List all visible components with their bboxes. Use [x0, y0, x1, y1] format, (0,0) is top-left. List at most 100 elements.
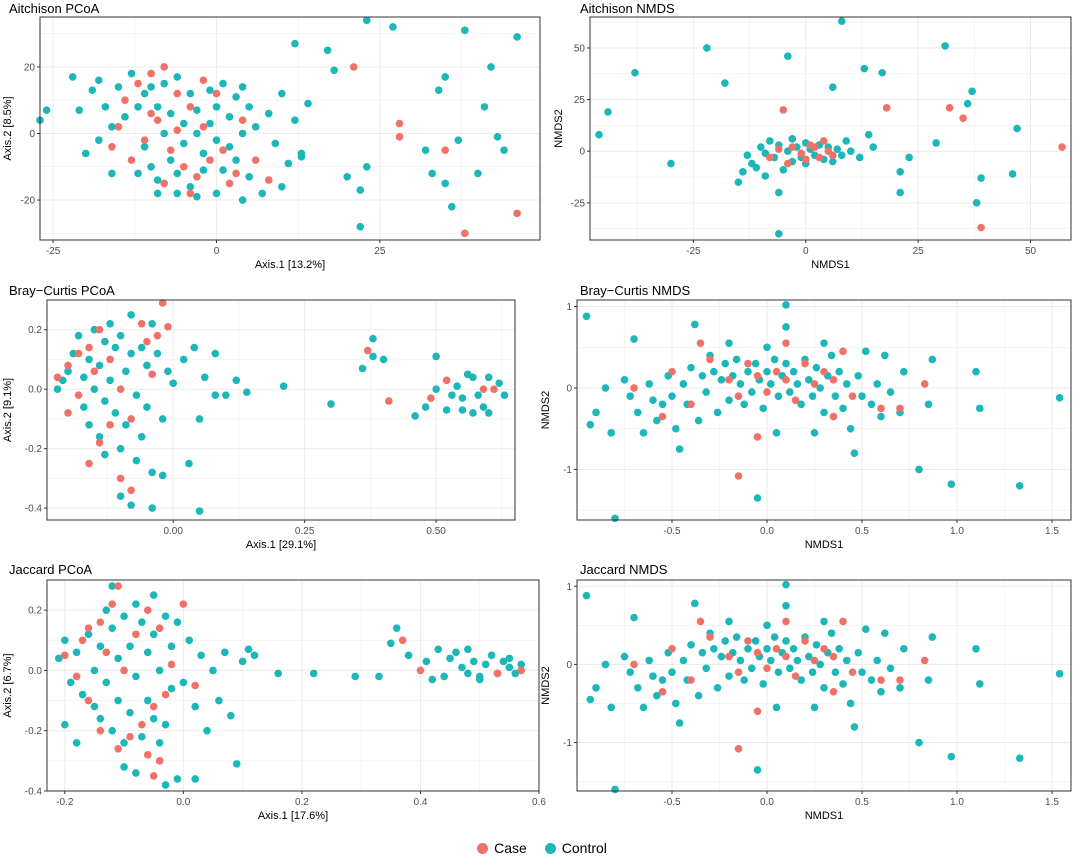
point-case	[725, 376, 733, 384]
x-tick-label: 0.50	[426, 526, 446, 537]
point-control	[153, 176, 162, 184]
point-control	[195, 507, 204, 515]
point-control	[739, 168, 747, 176]
point-control	[634, 408, 642, 417]
point-control	[789, 367, 798, 376]
point-case	[687, 400, 695, 409]
point-control	[122, 367, 130, 376]
point-control	[60, 636, 69, 645]
point-case	[797, 149, 806, 158]
point-case	[725, 652, 733, 661]
point-case	[149, 772, 158, 780]
point-control	[653, 691, 661, 700]
point-control	[446, 654, 454, 663]
point-control	[161, 781, 170, 789]
point-case	[801, 155, 810, 164]
point-control	[725, 339, 733, 347]
point-control	[153, 349, 162, 358]
point-control	[88, 86, 97, 95]
point-control	[740, 400, 748, 409]
point-control	[761, 172, 770, 180]
y-tick-label: 0	[566, 384, 572, 395]
point-control	[744, 367, 752, 376]
point-control	[279, 382, 288, 391]
point-control	[779, 165, 788, 174]
point-control	[968, 87, 976, 96]
point-case	[143, 751, 152, 759]
point-control	[147, 83, 155, 91]
point-control	[858, 392, 866, 400]
point-control	[828, 157, 837, 166]
point-control	[782, 601, 790, 610]
point-control	[64, 367, 72, 376]
point-control	[108, 582, 117, 590]
point-control	[867, 400, 876, 409]
point-case	[64, 409, 72, 417]
panel-title: Jaccard PCoA	[9, 562, 92, 577]
point-control	[304, 99, 312, 108]
point-control	[474, 391, 482, 399]
point-case	[137, 319, 146, 328]
point-control	[479, 403, 488, 411]
point-control	[763, 644, 771, 653]
point-case	[60, 651, 69, 660]
point-case	[95, 438, 104, 447]
point-control	[389, 23, 397, 31]
point-control	[1008, 170, 1017, 178]
point-control	[193, 106, 201, 114]
y-axis-title: Axis.2 [8.5%]	[2, 96, 14, 160]
point-case	[920, 380, 929, 388]
point-control	[843, 656, 851, 665]
point-control	[102, 606, 111, 614]
point-case	[782, 339, 790, 347]
point-control	[309, 669, 318, 678]
point-control	[179, 139, 188, 148]
point-case	[153, 331, 162, 340]
point-control	[356, 186, 365, 194]
point-control	[96, 642, 105, 651]
point-control	[126, 642, 134, 651]
legend-case-dot	[477, 842, 489, 854]
point-control	[500, 146, 508, 154]
point-case	[766, 153, 774, 162]
point-control	[639, 429, 648, 437]
point-control	[620, 652, 629, 661]
point-case	[782, 652, 790, 661]
point-control	[842, 137, 851, 145]
point-control	[179, 678, 188, 687]
point-control	[81, 149, 90, 158]
point-control	[127, 501, 135, 509]
point-control	[432, 385, 440, 393]
point-case	[102, 648, 111, 657]
point-control	[120, 763, 128, 771]
point-control	[126, 708, 134, 717]
point-control	[143, 361, 151, 370]
point-control	[752, 163, 761, 172]
point-case	[706, 633, 714, 641]
point-control	[976, 404, 984, 413]
x-tick-label: 50	[1025, 246, 1037, 257]
point-control	[369, 334, 377, 343]
point-case	[90, 367, 99, 376]
point-control	[149, 714, 158, 723]
point-control	[469, 657, 478, 666]
y-tick-label: 0.0	[28, 385, 42, 396]
point-control	[212, 103, 221, 111]
point-control	[127, 349, 135, 358]
point-control	[55, 654, 63, 663]
point-case	[630, 660, 638, 669]
point-case	[199, 76, 208, 85]
point-control	[1015, 481, 1024, 490]
point-case	[442, 376, 451, 385]
x-tick-label: 0.6	[532, 797, 546, 808]
point-control	[751, 637, 760, 645]
plot-background	[40, 17, 540, 240]
point-control	[775, 188, 783, 197]
point-control	[428, 675, 437, 684]
x-axis-title: NMDS1	[805, 539, 844, 551]
point-control	[158, 471, 167, 480]
point-case	[384, 397, 393, 405]
point-control	[66, 678, 75, 687]
point-control	[505, 663, 514, 672]
point-control	[160, 79, 168, 88]
